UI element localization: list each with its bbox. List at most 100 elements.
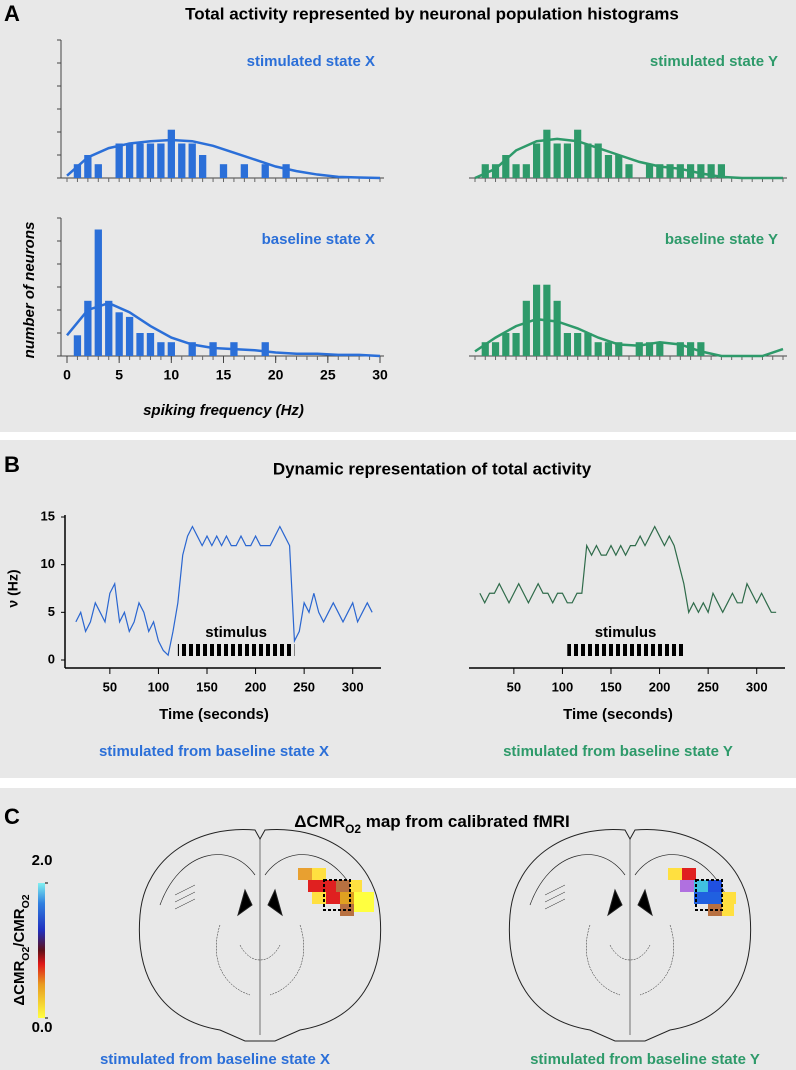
y-tick-label: 10 [41, 556, 55, 571]
x-tick-label: 50 [507, 679, 521, 694]
bar [136, 143, 144, 178]
x-tick-label: 30 [372, 367, 388, 383]
bar [167, 342, 175, 356]
trace [479, 525, 777, 615]
x-tick-label: 10 [164, 367, 180, 383]
x-tick-label: 200 [245, 679, 267, 694]
panel-title: ΔCMRO2 map from calibrated fMRI [294, 812, 570, 836]
bar [553, 300, 561, 356]
bar [157, 143, 165, 178]
bar [94, 164, 102, 178]
bar [188, 143, 196, 178]
bar [717, 164, 725, 178]
bar [178, 143, 186, 178]
fit-curve [66, 138, 381, 180]
text-part: map from calibrated fMRI [361, 812, 570, 831]
panel-title: Total activity represented by neuronal p… [185, 4, 679, 23]
bar [157, 342, 165, 356]
bar [188, 342, 196, 356]
bar [522, 164, 530, 178]
bar [261, 164, 269, 178]
bar [481, 342, 489, 356]
bar [136, 333, 144, 356]
stimulus-label: stimulus [595, 624, 657, 641]
panel-bg [0, 440, 796, 778]
bar [512, 333, 520, 356]
bar [584, 143, 592, 178]
x-axis-label: Time (seconds) [563, 706, 673, 723]
colorbar [38, 883, 45, 1018]
bar [261, 342, 269, 356]
bar [615, 155, 623, 178]
bar [125, 143, 134, 178]
x-tick-label: 20 [268, 367, 284, 383]
bar [574, 333, 582, 356]
bar [146, 333, 155, 356]
bar [240, 164, 249, 178]
subscript: O2 [20, 894, 32, 908]
x-axis-label: Time (seconds) [159, 706, 269, 723]
bar [645, 164, 654, 178]
bar [219, 164, 228, 178]
bar [502, 333, 510, 356]
bar [84, 300, 92, 356]
bar [676, 342, 684, 356]
bar [697, 164, 705, 178]
x-tick-label: 150 [196, 679, 218, 694]
bar [604, 155, 613, 178]
bar [198, 155, 207, 178]
bar [115, 312, 123, 356]
x-tick-label: 300 [746, 679, 768, 694]
bar [522, 300, 530, 356]
x-tick-label: 15 [216, 367, 232, 383]
bar [625, 164, 633, 178]
activation-map [298, 868, 736, 916]
fit-curve [474, 317, 784, 358]
x-tick-label: 150 [600, 679, 622, 694]
bar [594, 143, 602, 178]
subscript: O2 [20, 947, 32, 961]
caption: stimulated from baseline state X [100, 1051, 330, 1068]
bar [146, 143, 155, 178]
bar [676, 164, 684, 178]
bar [574, 129, 582, 178]
panel-bg [0, 0, 796, 432]
bar [512, 164, 520, 178]
x-tick-label: 300 [342, 679, 364, 694]
y-axis-label: number of neurons [21, 222, 38, 359]
stimulus-label: stimulus [205, 624, 267, 641]
y-tick-label: 15 [41, 508, 55, 523]
x-tick-label: 250 [697, 679, 719, 694]
trace [75, 525, 373, 657]
caption: stimulated from baseline state Y [503, 743, 733, 760]
bar [502, 155, 510, 178]
panel-title: Dynamic representation of total activity [273, 459, 592, 478]
caption: stimulated from baseline state Y [530, 1051, 760, 1068]
bar [656, 342, 664, 356]
y-tick-label: 0 [48, 651, 55, 666]
x-tick-label: 5 [115, 367, 123, 383]
y-tick-label: 5 [48, 604, 55, 619]
bar [707, 164, 715, 178]
bar [697, 342, 705, 356]
x-tick-label: 50 [103, 679, 117, 694]
x-tick-label: 100 [148, 679, 170, 694]
bar [533, 143, 541, 178]
fit-curve [66, 301, 381, 358]
bar [167, 129, 175, 178]
bar [594, 342, 602, 356]
bar [656, 164, 664, 178]
bar [584, 333, 592, 356]
bar [282, 164, 290, 178]
panel-label: B [4, 452, 20, 477]
colorbar-tick-label: 0.0 [32, 1019, 53, 1036]
bar [615, 342, 623, 356]
x-tick-label: 250 [293, 679, 315, 694]
x-tick-label: 200 [649, 679, 671, 694]
x-tick-label: 25 [320, 367, 336, 383]
colorbar-tick-label: 2.0 [32, 852, 53, 869]
stimulus-bar [567, 644, 684, 656]
bar [553, 143, 561, 178]
